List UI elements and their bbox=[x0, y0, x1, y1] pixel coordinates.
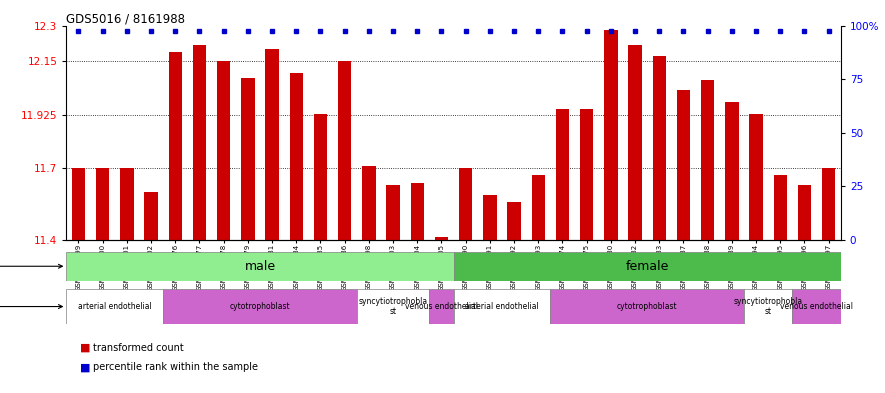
Bar bbox=[169, 52, 182, 240]
Bar bbox=[411, 183, 424, 240]
Bar bbox=[744, 289, 792, 324]
Bar bbox=[357, 289, 429, 324]
Bar bbox=[652, 57, 666, 240]
Bar bbox=[72, 168, 85, 240]
Text: syncytiotrophobla
st: syncytiotrophobla st bbox=[358, 297, 427, 316]
Bar bbox=[163, 289, 357, 324]
Bar bbox=[454, 252, 853, 281]
Bar bbox=[96, 168, 110, 240]
Bar bbox=[217, 61, 230, 240]
Bar bbox=[66, 252, 454, 281]
Bar bbox=[580, 109, 593, 240]
Bar bbox=[792, 289, 841, 324]
Bar bbox=[773, 176, 787, 240]
Bar bbox=[266, 50, 279, 240]
Bar bbox=[459, 168, 473, 240]
Bar bbox=[242, 78, 255, 240]
Bar bbox=[454, 289, 550, 324]
Bar bbox=[362, 166, 375, 240]
Text: cell type: cell type bbox=[0, 301, 62, 312]
Bar bbox=[193, 44, 206, 240]
Bar bbox=[797, 185, 812, 240]
Bar bbox=[604, 30, 618, 240]
Bar bbox=[677, 90, 690, 240]
Bar bbox=[338, 61, 351, 240]
Bar bbox=[66, 289, 163, 324]
Bar bbox=[120, 168, 134, 240]
Bar bbox=[435, 237, 448, 240]
Text: venous endothelial: venous endothelial bbox=[780, 302, 853, 311]
Bar bbox=[628, 44, 642, 240]
Text: cytotrophoblast: cytotrophoblast bbox=[617, 302, 678, 311]
Bar bbox=[822, 168, 835, 240]
Text: ■: ■ bbox=[80, 362, 90, 373]
Text: ■: ■ bbox=[80, 343, 90, 353]
Text: arterial endothelial: arterial endothelial bbox=[466, 302, 539, 311]
Text: transformed count: transformed count bbox=[93, 343, 184, 353]
Bar bbox=[507, 202, 520, 240]
Bar bbox=[429, 289, 454, 324]
Bar bbox=[556, 109, 569, 240]
Bar bbox=[750, 114, 763, 240]
Bar bbox=[144, 192, 158, 240]
Text: female: female bbox=[626, 260, 669, 273]
Bar bbox=[387, 185, 400, 240]
Bar bbox=[289, 73, 303, 240]
Text: gender: gender bbox=[0, 261, 62, 271]
Text: male: male bbox=[244, 260, 275, 273]
Bar bbox=[701, 80, 714, 240]
Text: syncytiotrophobla
st: syncytiotrophobla st bbox=[734, 297, 803, 316]
Bar bbox=[483, 195, 496, 240]
Bar bbox=[532, 176, 545, 240]
Bar bbox=[314, 114, 327, 240]
Text: GDS5016 / 8161988: GDS5016 / 8161988 bbox=[66, 13, 185, 26]
Text: venous endothelial: venous endothelial bbox=[405, 302, 478, 311]
Text: cytotrophoblast: cytotrophoblast bbox=[229, 302, 290, 311]
Text: arterial endothelial: arterial endothelial bbox=[78, 302, 151, 311]
Bar bbox=[550, 289, 744, 324]
Text: percentile rank within the sample: percentile rank within the sample bbox=[93, 362, 258, 373]
Bar bbox=[725, 102, 738, 240]
